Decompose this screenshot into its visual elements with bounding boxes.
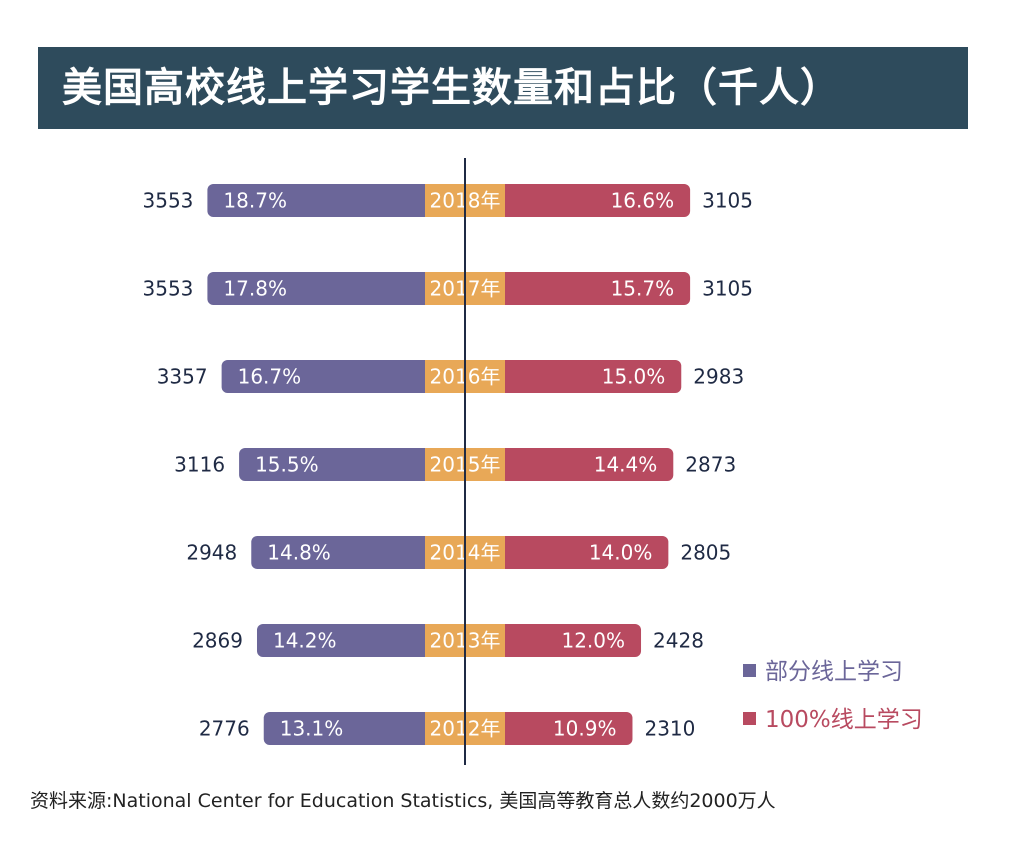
legend-full: 100%线上学习: [743, 700, 983, 734]
percent-label-partial-5: 14.2%: [273, 629, 337, 653]
value-label-partial-2: 3357: [157, 365, 208, 389]
percent-label-full-0: 16.6%: [611, 189, 675, 213]
value-label-partial-0: 3553: [143, 189, 194, 213]
value-label-partial-4: 2948: [186, 541, 237, 565]
bar-full-1: [465, 272, 691, 305]
percent-label-full-4: 14.0%: [589, 541, 653, 565]
percent-label-partial-0: 18.7%: [223, 189, 287, 213]
bar-partial-6: [263, 712, 465, 745]
percent-label-full-5: 12.0%: [561, 629, 625, 653]
bar-full-2: [465, 360, 682, 393]
bar-full-3: [465, 448, 674, 481]
percent-label-partial-3: 15.5%: [255, 453, 319, 477]
value-label-partial-3: 3116: [174, 453, 225, 477]
value-label-partial-1: 3553: [143, 277, 194, 301]
legend-swatch-partial: [743, 664, 756, 677]
percent-label-full-3: 14.4%: [594, 453, 658, 477]
percent-label-full-1: 15.7%: [611, 277, 675, 301]
value-label-full-6: 2310: [644, 717, 695, 741]
percent-label-partial-1: 17.8%: [223, 277, 287, 301]
bar-partial-3: [239, 448, 465, 481]
bar-partial-4: [251, 536, 465, 569]
percent-label-full-2: 15.0%: [602, 365, 666, 389]
value-label-partial-6: 2776: [199, 717, 250, 741]
source-note: 资料来源:National Center for Education Stati…: [30, 790, 776, 812]
bar-partial-2: [221, 360, 465, 393]
chart-title: 美国高校线上学习学生数量和占比（千人）: [62, 65, 841, 111]
legend-label-full: 100%线上学习: [765, 707, 923, 733]
bar-full-0: [465, 184, 691, 217]
bar-partial-1: [207, 272, 465, 305]
legend-swatch-full: [743, 712, 756, 725]
percent-label-full-6: 10.9%: [553, 717, 617, 741]
value-label-full-3: 2873: [685, 453, 736, 477]
value-label-full-0: 3105: [702, 189, 753, 213]
value-label-partial-5: 2869: [192, 629, 243, 653]
bar-full-4: [465, 536, 669, 569]
value-label-full-4: 2805: [680, 541, 731, 565]
value-label-full-2: 2983: [693, 365, 744, 389]
bar-full-6: [465, 712, 633, 745]
percent-label-partial-2: 16.7%: [238, 365, 302, 389]
legend-label-partial: 部分线上学习: [765, 659, 903, 685]
legend-partial: 部分线上学习: [743, 652, 983, 686]
title-bar: 美国高校线上学习学生数量和占比（千人）: [38, 47, 968, 129]
bar-partial-0: [207, 184, 465, 217]
value-label-full-1: 3105: [702, 277, 753, 301]
bar-full-5: [465, 624, 642, 657]
percent-label-partial-4: 14.8%: [267, 541, 331, 565]
bar-partial-5: [256, 624, 465, 657]
value-label-full-5: 2428: [653, 629, 704, 653]
percent-label-partial-6: 13.1%: [280, 717, 344, 741]
